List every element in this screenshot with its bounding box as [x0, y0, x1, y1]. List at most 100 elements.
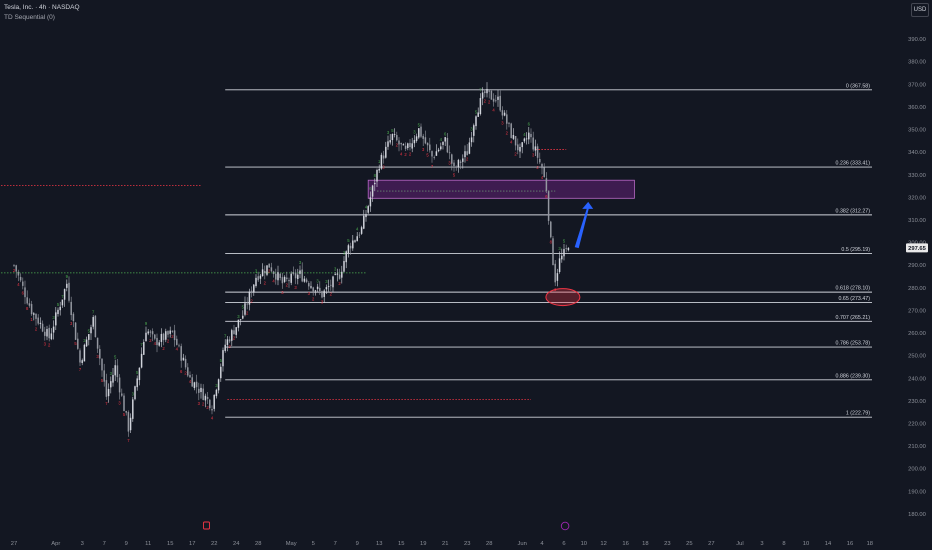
candle-body-85 [200, 387, 202, 393]
candle-body-94 [220, 366, 222, 379]
td-count-102: 3 [237, 314, 240, 319]
td-count-114: 2 [264, 280, 267, 285]
td-count-30: 7 [79, 367, 82, 372]
last-price-box [906, 243, 928, 253]
candle-body-242 [545, 178, 548, 191]
candle-body-9 [33, 313, 35, 315]
y-tick-260: 260.00 [908, 331, 926, 337]
candle-body-216 [488, 90, 490, 92]
candle-body-55 [134, 386, 136, 400]
candle-body-1 [15, 265, 17, 272]
candle-body-40 [101, 358, 103, 371]
currency-button[interactable]: USD [911, 3, 929, 17]
td-count-212: 7 [479, 88, 482, 93]
candle-body-140 [321, 291, 323, 298]
indicator-label[interactable]: TD Sequential (0) [4, 14, 55, 21]
td-count-194: 4 [440, 137, 443, 142]
y-tick-240: 240.00 [908, 376, 926, 382]
td-count-148: 2 [338, 281, 341, 286]
candle-body-95 [222, 350, 224, 367]
td-count-224: 2 [506, 131, 509, 136]
candle-body-173 [393, 134, 396, 135]
td-count-58: 7 [140, 342, 143, 347]
candle-body-199 [451, 154, 453, 164]
candle-body-100 [233, 330, 235, 335]
y-tick-310: 310.00 [908, 218, 926, 224]
x-tick-21: Jun [518, 541, 527, 547]
td-count-28: 5 [74, 341, 77, 346]
candle-body-120 [277, 272, 279, 281]
candle-body-31 [81, 360, 83, 363]
x-tick-16: 15 [398, 541, 404, 547]
x-tick-34: 10 [803, 541, 809, 547]
candle-body-224 [506, 114, 508, 124]
fib-label-3: 0.5 (295.19) [841, 247, 870, 253]
candle-body-170 [387, 141, 389, 147]
td-count-52: 7 [127, 438, 130, 443]
td-count-170: 3 [387, 130, 390, 135]
candle-body-211 [477, 112, 479, 117]
candle-body-4 [22, 281, 24, 286]
candle-body-84 [198, 388, 200, 393]
td-count-128: 3 [294, 285, 297, 290]
candle-body-80 [189, 374, 191, 378]
candle-body-200 [453, 162, 455, 167]
candle-body-209 [473, 125, 475, 136]
x-tick-10: 28 [255, 541, 261, 547]
symbol-title[interactable]: Tesla, Inc. · 4h · NASDAQ [4, 4, 80, 11]
td-count-8: 1 [30, 317, 33, 322]
candle-body-70 [167, 330, 169, 335]
candle-body-36 [92, 317, 94, 327]
candle-body-19 [55, 312, 57, 326]
candle-body-56 [136, 378, 138, 388]
candle-body-201 [455, 166, 457, 168]
td-count-108: 2 [250, 298, 253, 303]
candle-body-82 [193, 382, 196, 388]
candle-body-166 [378, 168, 380, 171]
earnings-icon [203, 521, 210, 530]
candle-body-119 [275, 273, 277, 280]
x-tick-19: 23 [464, 541, 470, 547]
candle-body-22 [61, 299, 64, 306]
candle-body-143 [327, 286, 330, 287]
candle-body-171 [389, 140, 391, 143]
candle-body-43 [107, 389, 110, 397]
fib-label-8: 0.886 (239.30) [836, 373, 871, 379]
candle-body-97 [226, 339, 229, 345]
y-tick-250: 250.00 [908, 354, 926, 360]
candle-body-90 [211, 409, 213, 411]
candle-body-163 [371, 185, 374, 197]
td-count-196: 6 [444, 131, 447, 136]
td-count-38: 3 [96, 354, 99, 359]
candle-body-81 [191, 377, 193, 387]
td-count-160: 4 [365, 204, 368, 209]
td-count-174: 2 [396, 142, 399, 147]
y-tick-270: 270.00 [908, 308, 926, 314]
candle-body-27 [72, 313, 75, 322]
x-tick-36: 16 [847, 541, 853, 547]
candle-body-244 [550, 221, 552, 238]
x-tick-12: 5 [312, 541, 315, 547]
x-tick-35: 14 [825, 541, 832, 547]
candle-body-221 [499, 95, 501, 111]
y-tick-340: 340.00 [908, 150, 926, 156]
td-count-156: 4 [356, 226, 359, 231]
td-count-70: 2 [167, 338, 170, 343]
y-tick-190: 190.00 [908, 489, 926, 495]
candle-body-169 [385, 146, 387, 158]
candle-body-105 [244, 303, 246, 315]
candle-body-133 [305, 279, 308, 282]
candle-body-21 [59, 306, 61, 311]
candle-body-63 [151, 331, 154, 335]
candle-body-229 [517, 144, 519, 151]
y-tick-290: 290.00 [908, 263, 926, 269]
candle-body-233 [525, 138, 528, 140]
candle-body-194 [440, 146, 442, 150]
candle-body-89 [209, 399, 211, 409]
fib-label-9: 1 (222.79) [846, 411, 870, 417]
candle-body-42 [105, 380, 108, 397]
td-count-50: 5 [123, 412, 126, 417]
